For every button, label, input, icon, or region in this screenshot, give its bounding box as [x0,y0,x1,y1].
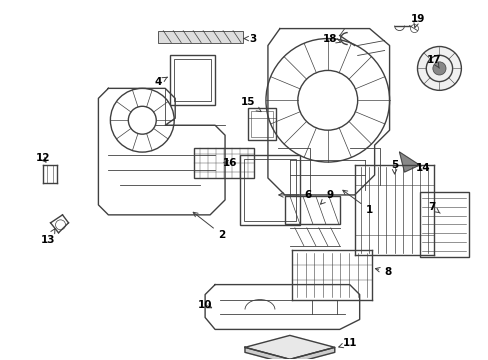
Circle shape [432,62,445,75]
Text: 14: 14 [415,163,430,173]
Polygon shape [244,336,334,359]
Bar [158,31,243,42]
Polygon shape [244,347,334,360]
Text: 9: 9 [320,190,333,204]
Text: 19: 19 [409,14,424,28]
Text: 12: 12 [35,153,50,163]
Circle shape [417,46,461,90]
Text: 7: 7 [427,202,439,213]
Text: 1: 1 [342,190,372,215]
Text: 10: 10 [198,300,212,310]
Bar [419,192,468,257]
Text: 5: 5 [390,160,397,174]
Bar [240,155,299,225]
Text: 18: 18 [322,33,340,44]
Bar [174,59,211,101]
Text: 17: 17 [427,55,441,68]
Polygon shape [399,152,419,172]
Text: 3: 3 [243,33,256,44]
Text: 15: 15 [240,97,261,112]
Text: 13: 13 [41,229,56,245]
Bar [250,111,272,137]
Text: 6: 6 [278,190,311,200]
Text: 4: 4 [154,77,167,87]
Bar [194,148,253,178]
Bar [170,55,215,105]
Bar [244,159,295,221]
Bar [285,196,339,224]
Bar [247,108,275,140]
Text: 11: 11 [338,338,356,348]
Text: 16: 16 [223,158,237,168]
Text: 8: 8 [375,267,390,276]
Text: 2: 2 [193,212,225,240]
